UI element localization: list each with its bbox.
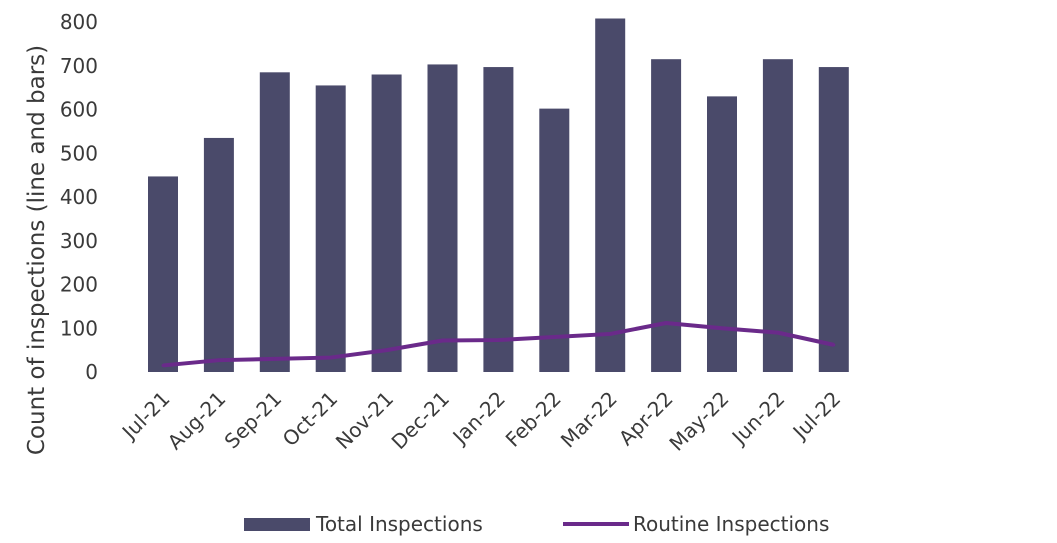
- y-tick-label: 600: [60, 98, 98, 122]
- x-tick-label: Mar-22: [556, 387, 622, 453]
- inspections-chart: 0 100 200 300 400 500 600 700 800 Count of inspe…: [24, 10, 849, 456]
- point-routine-inspections-sep-21: [273, 357, 277, 361]
- bar-total-inspections-apr-22: [651, 59, 682, 372]
- x-tick-label: Jul-22: [787, 387, 846, 446]
- point-routine-inspections-jun-22: [776, 331, 780, 335]
- y-tick-label: 0: [85, 360, 98, 384]
- point-routine-inspections-nov-21: [385, 348, 389, 352]
- y-tick-label: 500: [60, 141, 98, 165]
- y-tick-label: 300: [60, 229, 98, 253]
- bar-total-inspections-jul-21: [148, 176, 178, 372]
- bar-total-inspections-nov-21: [371, 74, 402, 372]
- point-routine-inspections-jul-22: [832, 343, 836, 347]
- point-routine-inspections-jul-21: [161, 363, 165, 367]
- legend-item-total-inspections: Total Inspections: [244, 512, 483, 536]
- y-axis-label: Count of inspections (line and bars): [24, 45, 50, 455]
- legend-label-routine-inspections: Routine Inspections: [633, 512, 830, 536]
- x-tick-label: Aug-21: [163, 387, 231, 455]
- legend-item-routine-inspections: Routine Inspections: [563, 512, 829, 536]
- bar-total-inspections-dec-21: [427, 64, 458, 372]
- y-tick-label: 700: [60, 54, 98, 78]
- x-tick-label: Sep-21: [220, 387, 287, 454]
- y-tick-label: 800: [60, 10, 98, 34]
- legend: Total Inspections Routine Inspections: [0, 512, 1057, 542]
- point-routine-inspections-may-22: [720, 326, 724, 330]
- point-routine-inspections-feb-22: [552, 335, 556, 339]
- x-tick-label: Jun-22: [726, 387, 790, 451]
- bar-total-inspections-mar-22: [595, 18, 626, 372]
- x-tick-label: May-22: [664, 387, 733, 456]
- x-tick-label: Feb-22: [501, 387, 566, 452]
- point-routine-inspections-apr-22: [664, 321, 668, 325]
- x-tick-label: Dec-21: [387, 387, 454, 454]
- legend-swatch-line: [563, 522, 629, 526]
- y-tick-label: 200: [60, 273, 98, 297]
- bar-total-inspections-jan-22: [483, 67, 514, 372]
- legend-label-total-inspections: Total Inspections: [316, 512, 483, 536]
- point-routine-inspections-oct-21: [329, 356, 333, 360]
- legend-swatch-bar: [244, 517, 310, 531]
- x-tick-label: Nov-21: [331, 387, 398, 454]
- bar-total-inspections-jun-22: [762, 59, 793, 372]
- bar-series-total-inspections: [148, 18, 849, 372]
- point-routine-inspections-jan-22: [496, 338, 500, 342]
- bar-total-inspections-sep-21: [259, 72, 290, 372]
- x-tick-label: Jan-22: [447, 387, 510, 450]
- bar-total-inspections-jul-22: [818, 67, 849, 372]
- point-routine-inspections-mar-22: [608, 332, 612, 336]
- line-series-routine-inspections: [161, 321, 836, 368]
- x-axis-ticks: Jul-21Aug-21Sep-21Oct-21Nov-21Dec-21Jan-…: [116, 387, 845, 456]
- y-tick-label: 100: [60, 316, 98, 340]
- bar-total-inspections-feb-22: [539, 108, 570, 372]
- y-axis-ticks: 0 100 200 300 400 500 600 700 800: [60, 10, 98, 384]
- bar-total-inspections-oct-21: [315, 85, 346, 372]
- x-tick-label: Oct-21: [278, 387, 343, 452]
- point-routine-inspections-aug-21: [217, 358, 221, 362]
- point-routine-inspections-dec-21: [441, 339, 444, 342]
- y-tick-label: 400: [60, 185, 98, 209]
- bar-total-inspections-aug-21: [203, 137, 234, 372]
